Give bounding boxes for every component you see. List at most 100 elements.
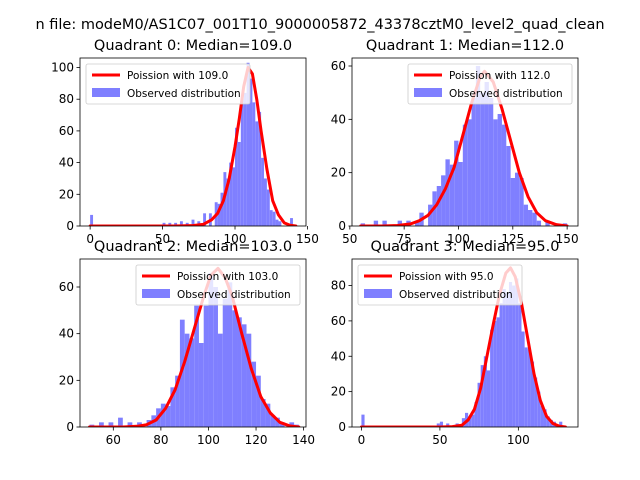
histogram-bar: [90, 214, 94, 226]
x-tick-label: 75: [397, 232, 412, 246]
histogram-bar: [471, 98, 476, 226]
plot-area: [88, 266, 301, 427]
legend-bar-swatch: [92, 88, 120, 97]
histogram-bar: [222, 298, 228, 427]
histogram-bar: [260, 399, 266, 427]
x-tick-label: 100: [197, 433, 220, 447]
histogram-bar: [184, 333, 190, 427]
y-tick-label: 20: [59, 187, 74, 201]
x-tick-label: 50: [155, 232, 170, 246]
x-tick-label: 125: [501, 232, 524, 246]
histogram-bar: [246, 333, 252, 427]
histogram-bar: [263, 178, 267, 226]
histogram-bar: [240, 99, 244, 226]
histogram-bar: [270, 415, 276, 427]
y-tick-label: 0: [338, 219, 346, 233]
histogram-bar: [397, 220, 402, 226]
histogram-bar: [518, 303, 522, 427]
y-tick-label: 60: [331, 59, 346, 73]
y-tick-label: 40: [59, 327, 74, 341]
histogram-bar: [415, 220, 420, 226]
x-tick-label: 80: [153, 433, 168, 447]
x-tick-label: 120: [245, 433, 268, 447]
histogram-bar: [436, 186, 442, 226]
x-tick-label: 150: [296, 232, 319, 246]
histogram-bar: [486, 370, 491, 427]
histogram-bar: [99, 422, 104, 427]
histogram-bar: [534, 377, 538, 427]
histogram-bar: [441, 175, 446, 226]
histogram-bar: [467, 119, 472, 226]
legend-label-fit: Poission with 103.0: [177, 271, 278, 283]
histogram-bar: [278, 221, 282, 226]
histogram-bar: [462, 124, 468, 226]
histogram-bar: [445, 159, 450, 226]
histogram-bar: [536, 220, 542, 226]
histogram-bar: [168, 222, 172, 226]
x-tick-label: 140: [292, 433, 315, 447]
legend: Poission with 112.0 Observed distribution: [407, 63, 573, 105]
histogram-bar: [108, 422, 114, 427]
legend-label-fit: Poission with 112.0: [449, 70, 550, 82]
histogram-bar: [194, 305, 199, 427]
histogram-bar: [275, 417, 280, 427]
histogram-bar: [229, 162, 233, 226]
histogram-bar: [527, 349, 531, 427]
histogram-bar: [521, 331, 525, 427]
histogram-bar: [449, 164, 455, 226]
histogram-bar: [540, 405, 544, 427]
histogram-bar: [226, 178, 230, 226]
histogram-bar: [515, 278, 519, 427]
legend: Poission with 109.0 Observed distribution: [85, 63, 251, 105]
histogram-bar: [480, 365, 484, 427]
histogram-bar: [468, 416, 472, 427]
histogram-bar: [439, 421, 444, 427]
legend-box: [357, 264, 523, 306]
histogram-bar: [446, 423, 450, 427]
histogram-bar: [198, 343, 204, 427]
legend-label-fit: Poission with 109.0: [127, 70, 228, 82]
y-tick-label: 40: [331, 349, 346, 363]
histogram-bar: [497, 114, 502, 226]
histogram-bar: [373, 220, 379, 226]
histogram-bar: [524, 347, 528, 427]
histogram-bar: [251, 361, 257, 427]
y-tick-label: 80: [59, 92, 74, 106]
histogram-bar: [532, 212, 537, 226]
y-tick-label: 100: [51, 61, 74, 75]
histogram-bar: [490, 329, 494, 427]
histogram-bar: [559, 421, 563, 427]
histogram-bar: [255, 121, 259, 226]
y-tick-label: 20: [331, 385, 346, 399]
histogram-bar: [232, 310, 238, 427]
histogram-bar: [484, 82, 489, 226]
subplot-quadrant-1: Quadrant 1: Median=112.0 50 75 100 125 150 0 20…: [331, 38, 579, 246]
subplot-grid: Quadrant 0: Median=109.0 0 50 100 150 0 20 40 60…: [51, 38, 578, 447]
histogram-bar: [189, 338, 195, 427]
histogram-bar: [477, 382, 481, 427]
histogram-bar: [493, 119, 498, 226]
histogram-bar: [160, 403, 166, 427]
y-tick-label: 0: [338, 420, 346, 434]
legend-label-observed: Observed distribution: [127, 88, 241, 100]
histogram-bar: [530, 361, 535, 427]
legend-bar-swatch: [142, 289, 170, 298]
histogram-bar: [265, 403, 271, 427]
histogram-bar: [480, 92, 485, 226]
y-tick-label: 20: [331, 166, 346, 180]
histogram-bar: [241, 324, 247, 427]
histogram-bar: [545, 220, 550, 226]
histogram-bar: [261, 157, 264, 226]
histogram-bar: [528, 210, 533, 226]
histogram-bar: [514, 172, 520, 226]
subplot-title: Quadrant 0: Median=109.0: [94, 38, 292, 54]
histogram-bar: [179, 221, 183, 226]
histogram-bar: [174, 222, 178, 226]
histogram-bar: [258, 111, 262, 226]
histogram-bar: [213, 287, 218, 427]
histogram-bar: [483, 356, 487, 427]
histogram-bar: [436, 423, 440, 427]
histogram-bar: [269, 210, 273, 226]
histogram-bar: [501, 124, 507, 226]
